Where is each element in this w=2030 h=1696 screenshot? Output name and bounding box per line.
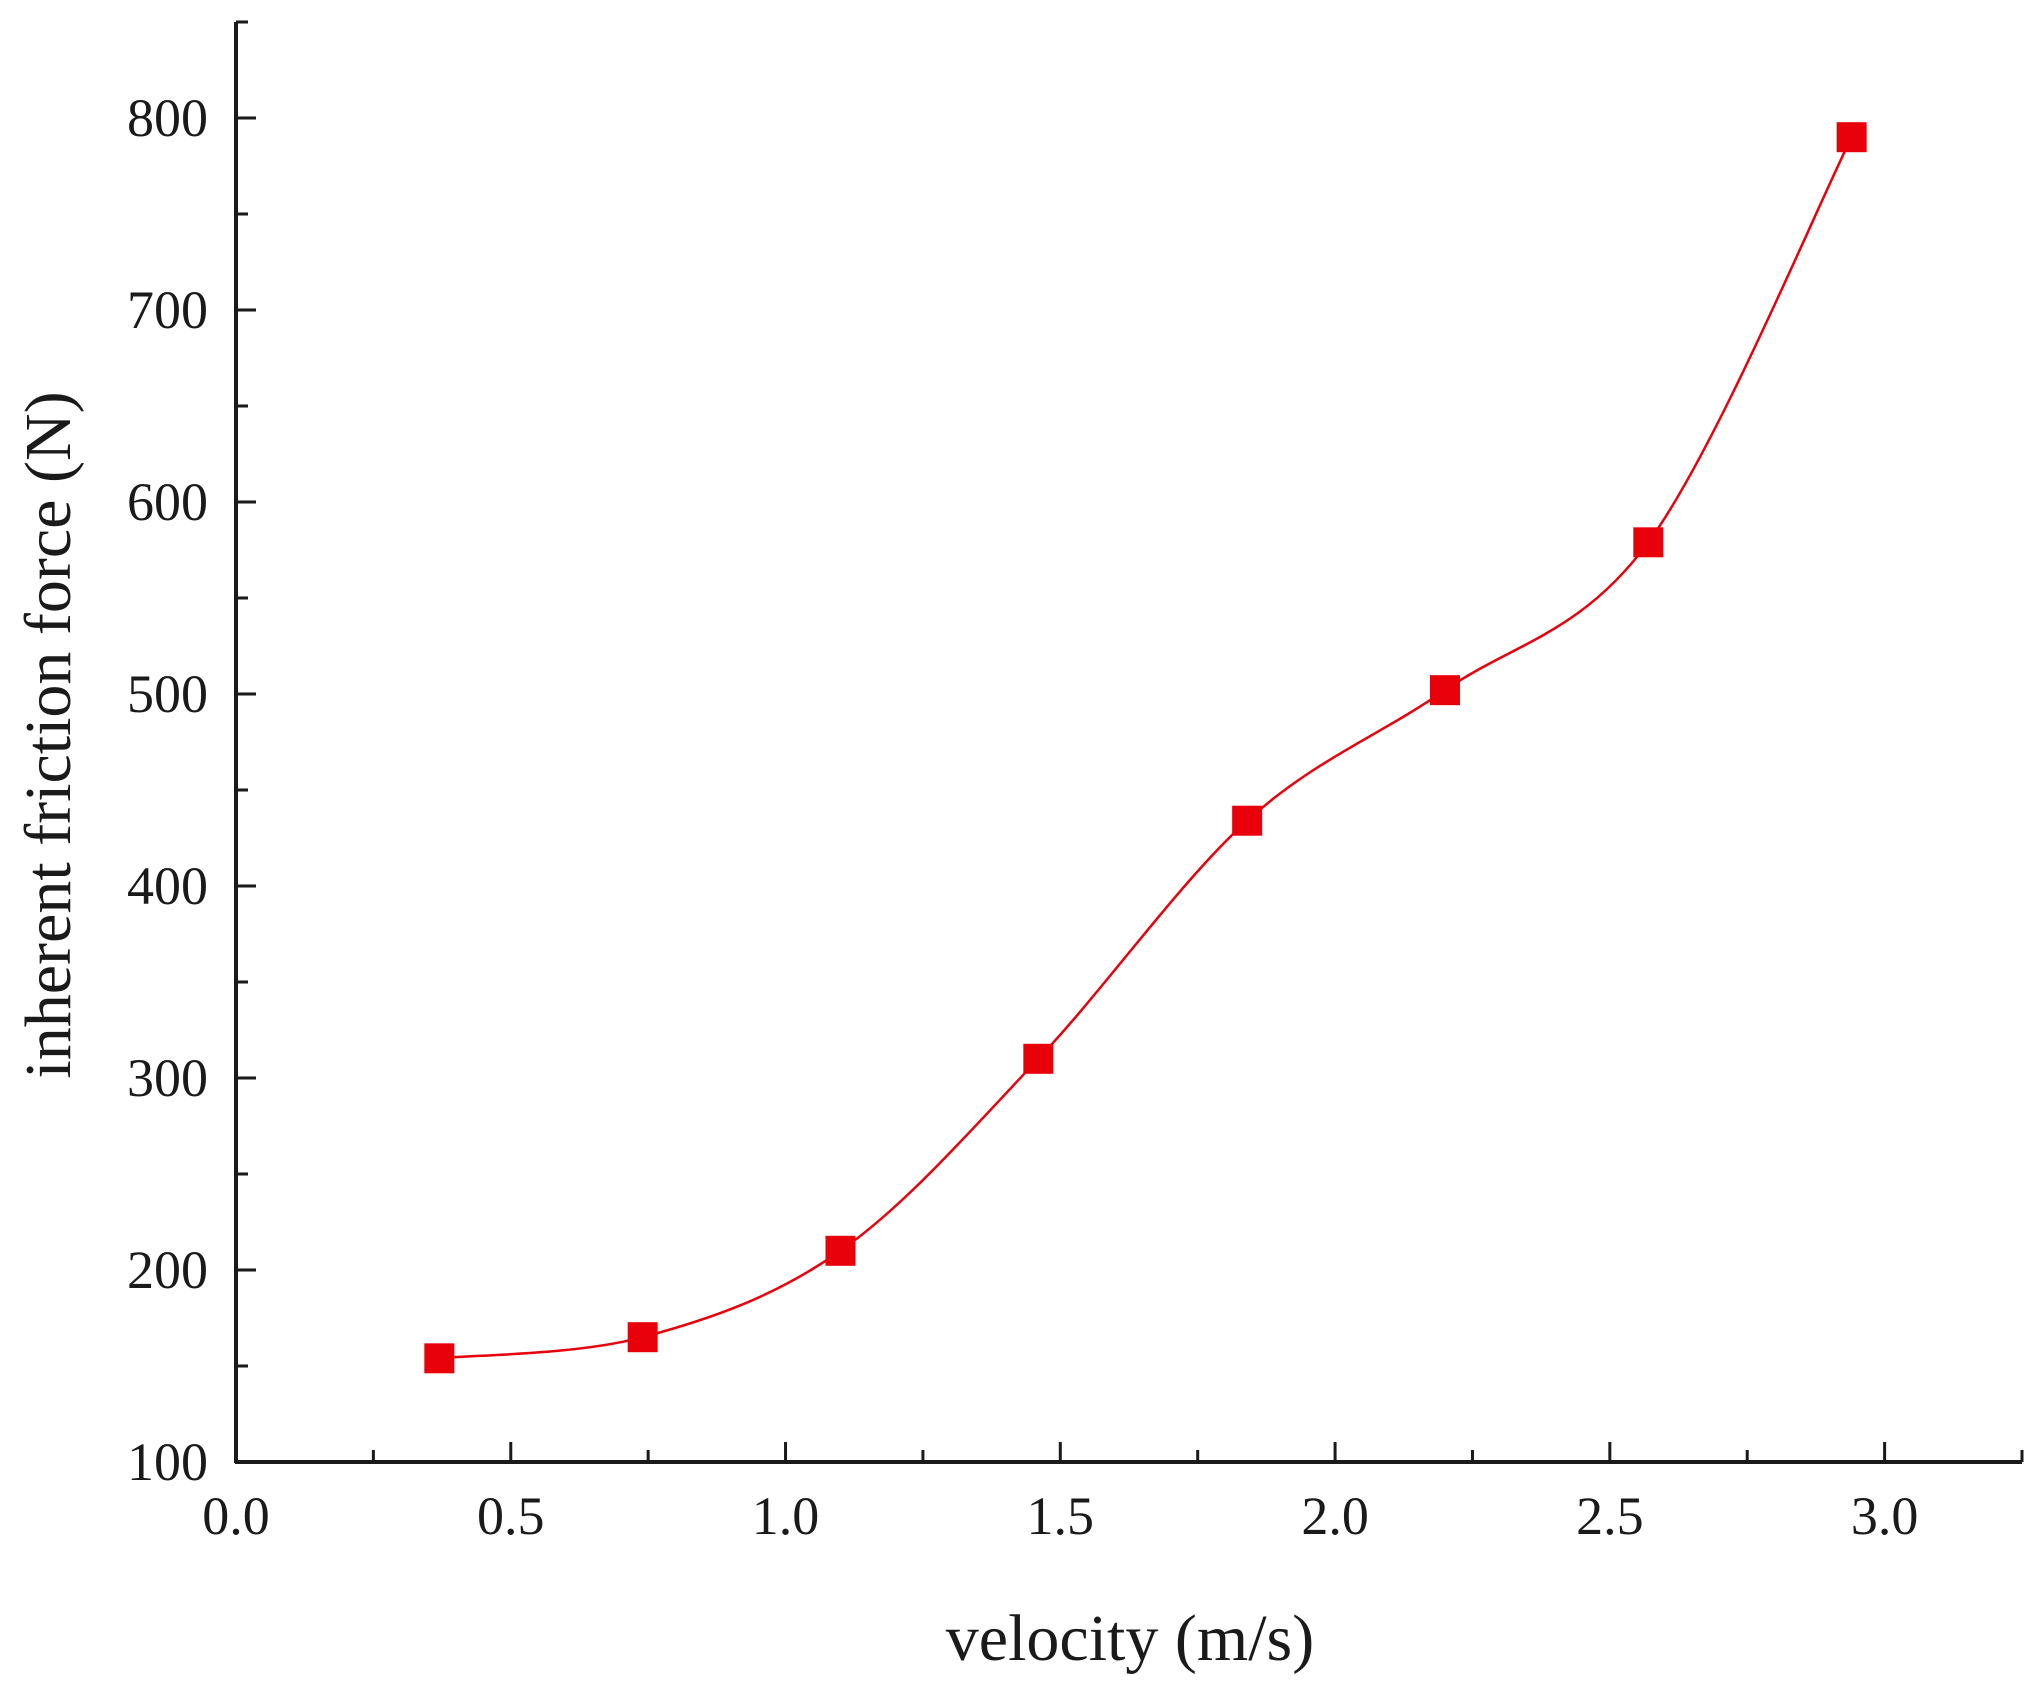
series xyxy=(424,122,1867,1374)
data-point-marker xyxy=(1023,1043,1054,1074)
data-point-marker xyxy=(424,1343,455,1374)
y-tick-label: 200 xyxy=(127,1240,208,1300)
y-axis-title: inherent friction force (N) xyxy=(12,391,85,1078)
y-tick-label: 500 xyxy=(127,664,208,724)
x-tick-label: 1.5 xyxy=(1027,1486,1095,1546)
series-line xyxy=(439,136,1853,1360)
data-point-marker xyxy=(1232,805,1263,836)
x-tick-label: 0.0 xyxy=(202,1486,270,1546)
axes xyxy=(234,22,2022,1464)
x-axis-title: velocity (m/s) xyxy=(946,1602,1314,1675)
ticks: 0.0 0.5 1.0 1.5 2.0 2.5 3.0 100 200 300 400 500 600 7… xyxy=(127,20,2024,1546)
x-tick-label: 3.0 xyxy=(1851,1486,1919,1546)
y-tick-label: 400 xyxy=(127,856,208,916)
y-tick-label: 600 xyxy=(127,472,208,532)
y-tick-label: 700 xyxy=(127,280,208,340)
y-tick-label: 300 xyxy=(127,1048,208,1108)
data-point-marker xyxy=(627,1322,658,1353)
data-point-marker xyxy=(1633,527,1664,558)
data-point-marker xyxy=(1836,122,1867,153)
y-tick-label: 100 xyxy=(127,1432,208,1492)
x-tick-label: 0.5 xyxy=(477,1486,545,1546)
data-point-marker xyxy=(825,1235,856,1266)
x-tick-label: 2.5 xyxy=(1576,1486,1644,1546)
x-tick-label: 1.0 xyxy=(752,1486,820,1546)
y-tick-label: 800 xyxy=(127,88,208,148)
x-tick-label: 2.0 xyxy=(1301,1486,1369,1546)
data-point-marker xyxy=(1429,675,1460,706)
